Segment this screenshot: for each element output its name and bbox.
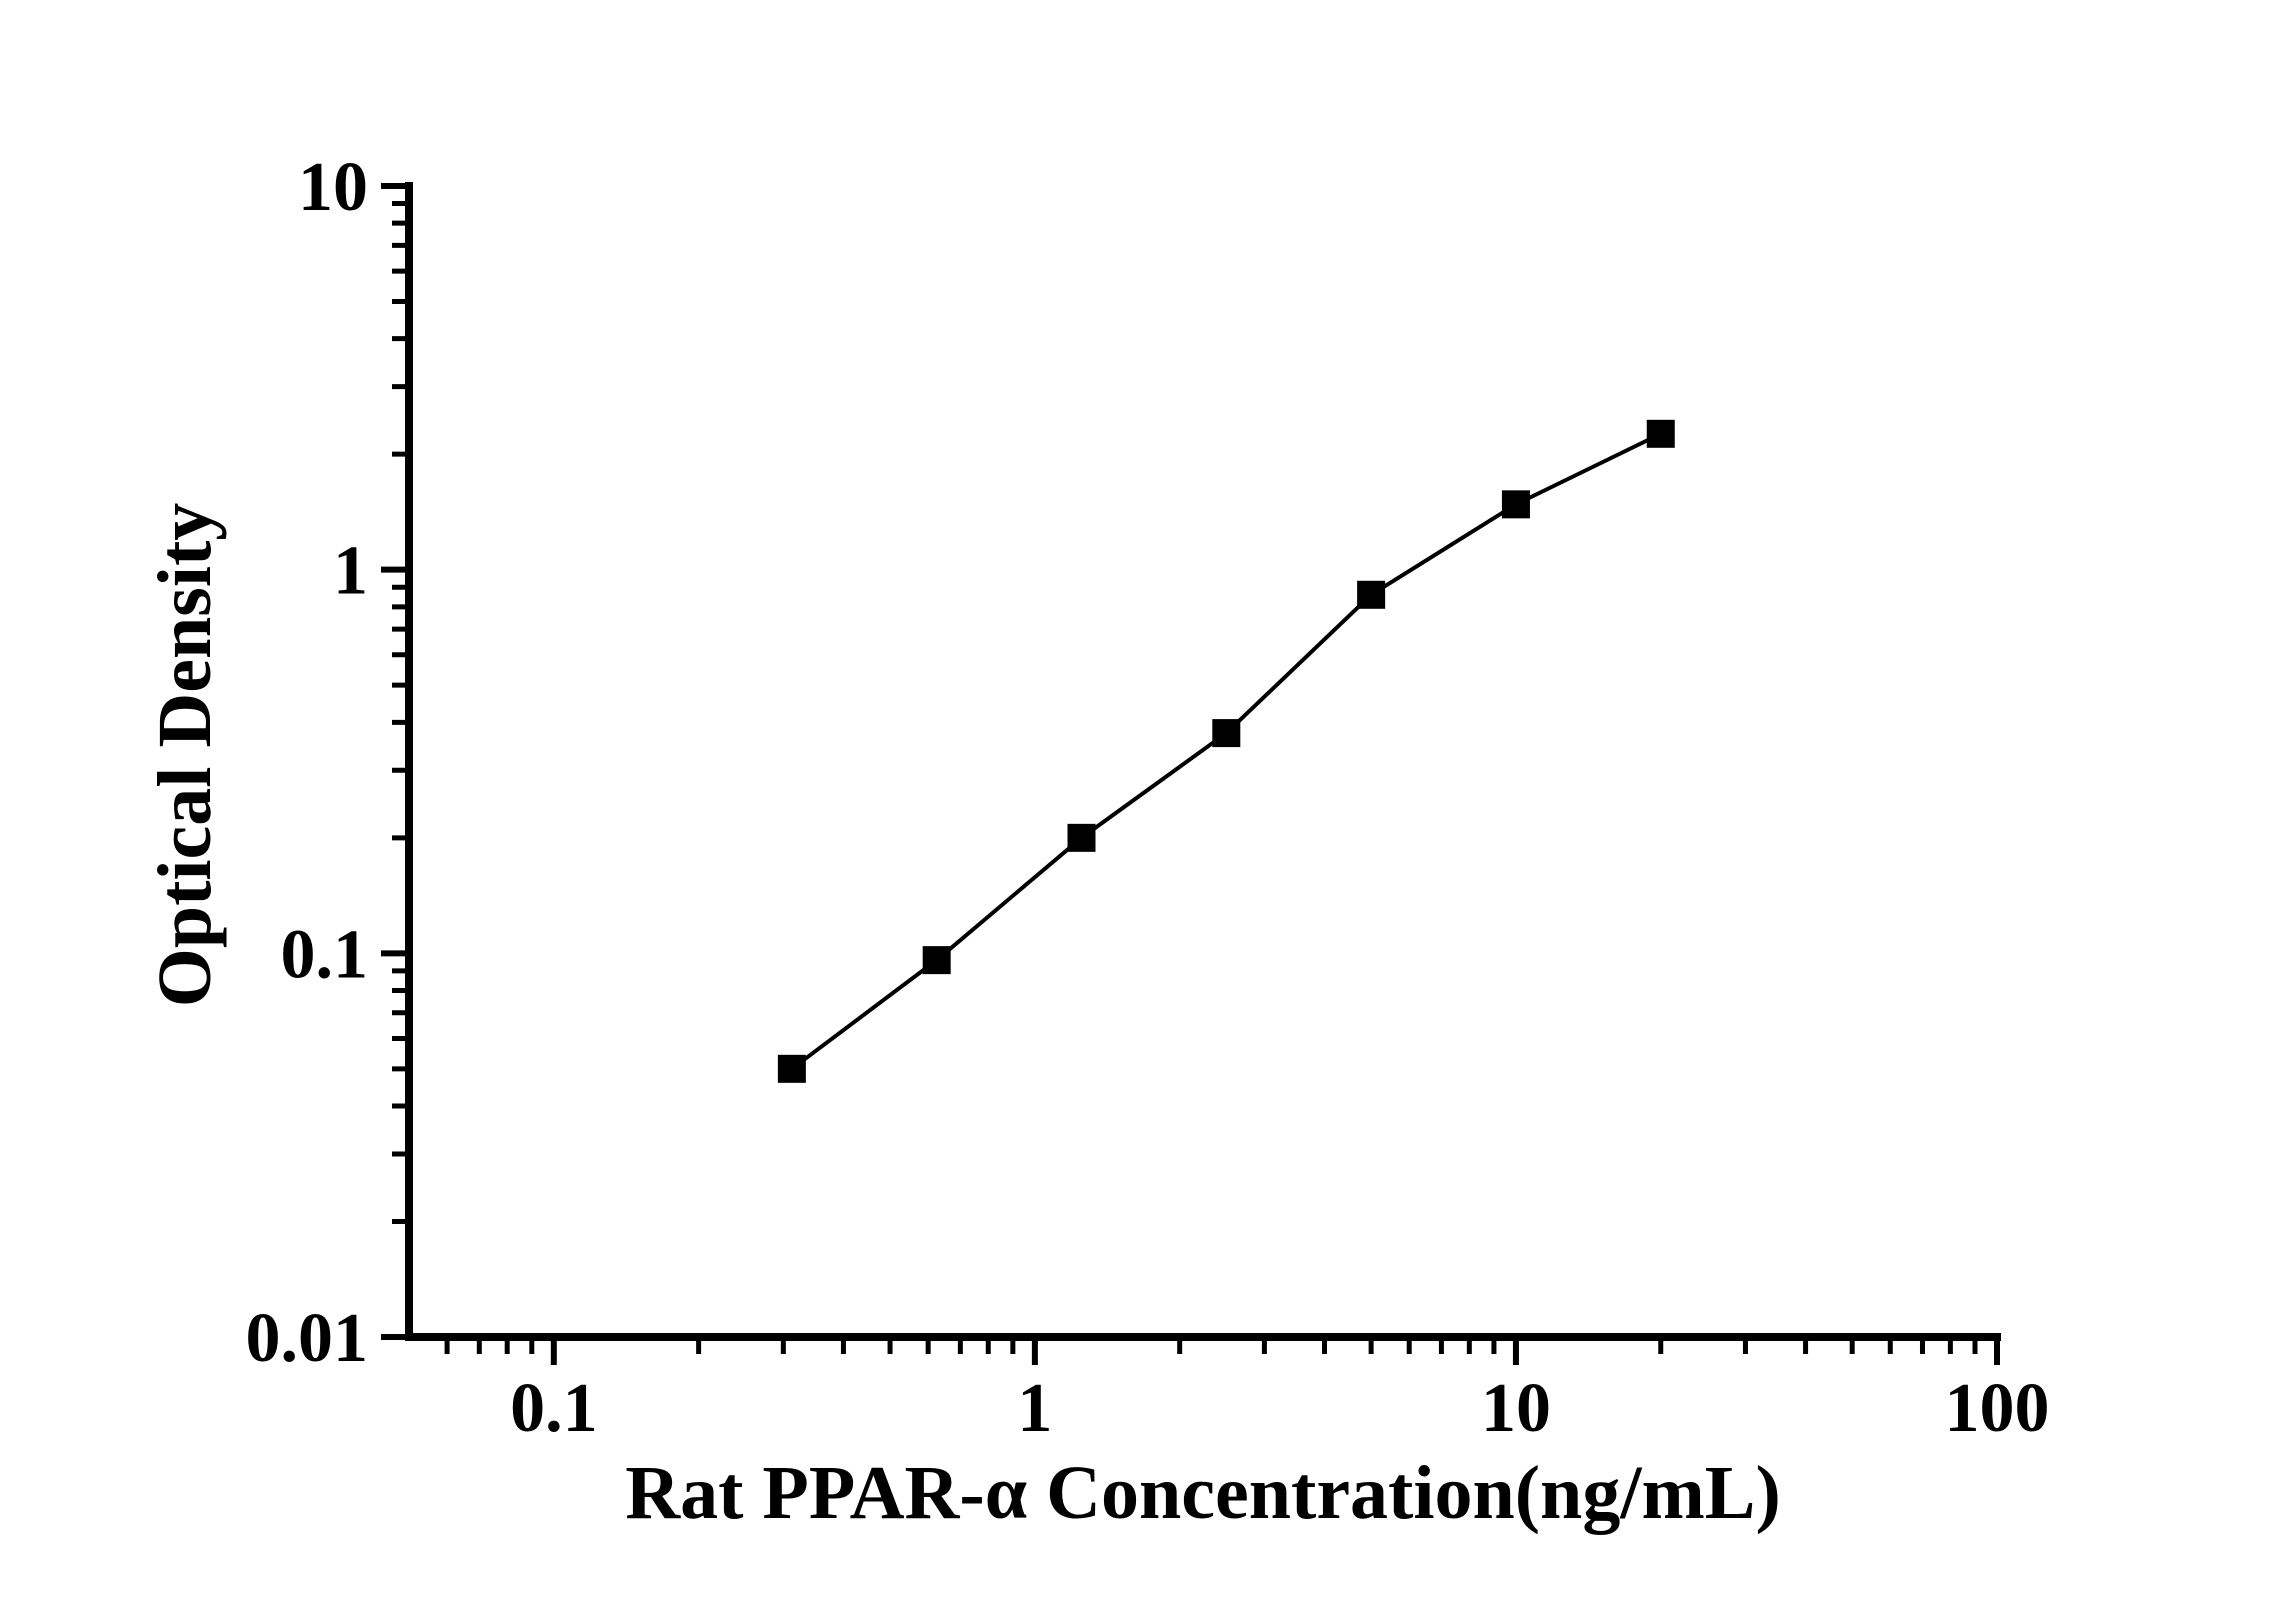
- y-tick-label: 1: [333, 533, 368, 610]
- plot-layer: 0.1 1 10 100 0.01 0.1 1 10: [246, 149, 2050, 1447]
- data-point-marker: [1646, 419, 1675, 448]
- data-point-marker: [1357, 580, 1386, 609]
- x-tick-label: 1: [1017, 1370, 1052, 1447]
- data-point-marker: [1212, 719, 1241, 748]
- y-tick-label: 10: [298, 149, 368, 226]
- data-point-marker: [1501, 490, 1530, 519]
- x-tick-label: 100: [1945, 1370, 2050, 1447]
- x-tick-label: 10: [1481, 1370, 1551, 1447]
- data-point-marker: [1067, 823, 1096, 852]
- data-point-marker: [922, 946, 951, 975]
- y-tick-label: 0.01: [246, 1300, 369, 1377]
- x-axis-title: Rat PPAR-α Concentration(ng/mL): [625, 1451, 1781, 1535]
- data-point-marker: [777, 1054, 806, 1083]
- standard-curve-line: [790, 432, 1662, 1071]
- y-axis-title: Optical Density: [143, 503, 227, 1008]
- y-tick-label: 0.1: [281, 916, 369, 993]
- x-tick-label: 0.1: [510, 1370, 598, 1447]
